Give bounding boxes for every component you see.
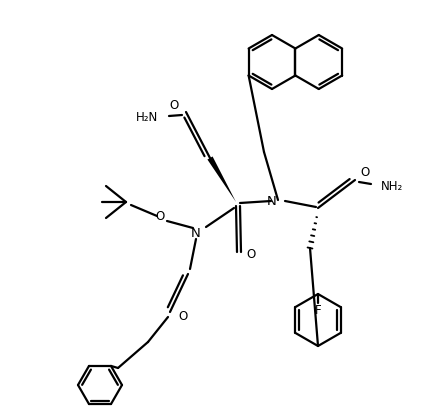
Polygon shape <box>208 157 236 202</box>
Text: O: O <box>155 209 165 222</box>
Text: NH₂: NH₂ <box>381 180 403 192</box>
Text: N: N <box>267 194 277 208</box>
Text: N: N <box>191 227 201 239</box>
Text: F: F <box>315 304 321 316</box>
Text: O: O <box>247 248 256 262</box>
Text: O: O <box>169 98 178 112</box>
Text: O: O <box>360 166 370 178</box>
Text: O: O <box>178 309 187 323</box>
Text: H₂N: H₂N <box>136 110 158 124</box>
